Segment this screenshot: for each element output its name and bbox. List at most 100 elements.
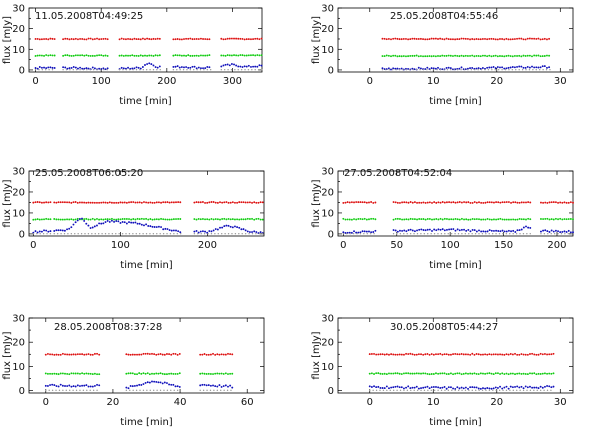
data-point [387,54,390,57]
baseline-point [464,389,467,392]
data-point [511,372,514,375]
baseline-point [422,69,425,71]
baseline-point [440,389,443,392]
data-point [381,353,384,356]
data-point [447,386,450,389]
baseline-point [62,69,64,71]
baseline-point [86,69,88,71]
baseline-point [132,232,134,235]
data-point [543,353,546,355]
data-point [91,54,94,57]
data-point [565,218,568,221]
data-point [426,66,429,69]
data-point [529,353,531,355]
data-point [102,218,105,221]
data-point [66,385,69,387]
data-point [559,201,562,204]
data-point [76,217,79,220]
baseline-point [70,232,73,235]
data-point [420,201,423,204]
data-point [417,37,420,40]
data-point [34,230,37,233]
data-point [143,224,145,227]
series-1 [342,201,574,204]
data-point [546,66,548,69]
baseline-point [474,232,477,235]
data-point [157,381,160,384]
baseline-point [560,232,563,235]
baseline-point [526,232,528,235]
data-point [396,217,399,220]
data-point [392,229,395,231]
data-point [127,372,130,375]
data-point [100,201,103,204]
data-point [164,201,167,204]
data-point [463,228,465,231]
data-point [174,65,177,68]
data-point [91,38,94,41]
data-point [172,201,175,204]
data-point [398,353,401,356]
data-point [205,353,208,356]
data-point [467,201,470,204]
data-point [133,373,136,376]
data-point [229,353,232,356]
x-tick-label: 60 [241,397,254,408]
data-point [413,54,416,57]
baseline-point [454,232,456,235]
data-point [100,222,103,225]
data-point [57,385,60,388]
data-point [222,54,225,57]
data-point [524,373,527,375]
data-point [524,38,527,41]
data-point [394,229,397,232]
data-point [230,63,233,65]
data-point [499,55,501,57]
data-point [403,229,406,232]
data-point [439,37,442,40]
data-point [449,67,452,70]
series-3 [44,380,234,390]
data-point [176,385,179,388]
data-point [548,230,551,233]
data-point [365,218,368,221]
data-point [509,38,512,41]
baseline-point [474,69,476,71]
data-point [503,353,506,356]
data-point [496,55,499,58]
data-point [543,385,546,388]
data-point [66,54,69,57]
data-point [83,219,86,222]
data-point [146,352,149,355]
data-point [203,383,206,386]
data-point [348,218,351,221]
data-point [344,201,347,204]
data-point [411,218,414,220]
data-point [458,229,461,232]
data-point [402,37,405,40]
data-point [140,372,143,375]
data-point [520,55,523,58]
data-point [205,372,208,375]
data-point [209,384,212,387]
data-point [128,221,130,224]
data-point [40,66,43,69]
data-point [535,373,538,376]
baseline-point [257,69,260,71]
data-point [89,201,92,204]
data-point [40,54,43,57]
data-point [68,373,71,376]
data-point [160,201,163,204]
data-point [89,218,92,221]
baseline-point [453,69,455,71]
data-point [496,387,499,389]
data-point [224,353,227,356]
data-point [494,386,497,389]
data-point [522,226,525,229]
baseline-point [159,232,161,235]
data-point [469,386,472,389]
data-point [121,217,124,220]
baseline-point [209,69,212,71]
data-point [157,225,160,228]
data-point [458,38,461,41]
